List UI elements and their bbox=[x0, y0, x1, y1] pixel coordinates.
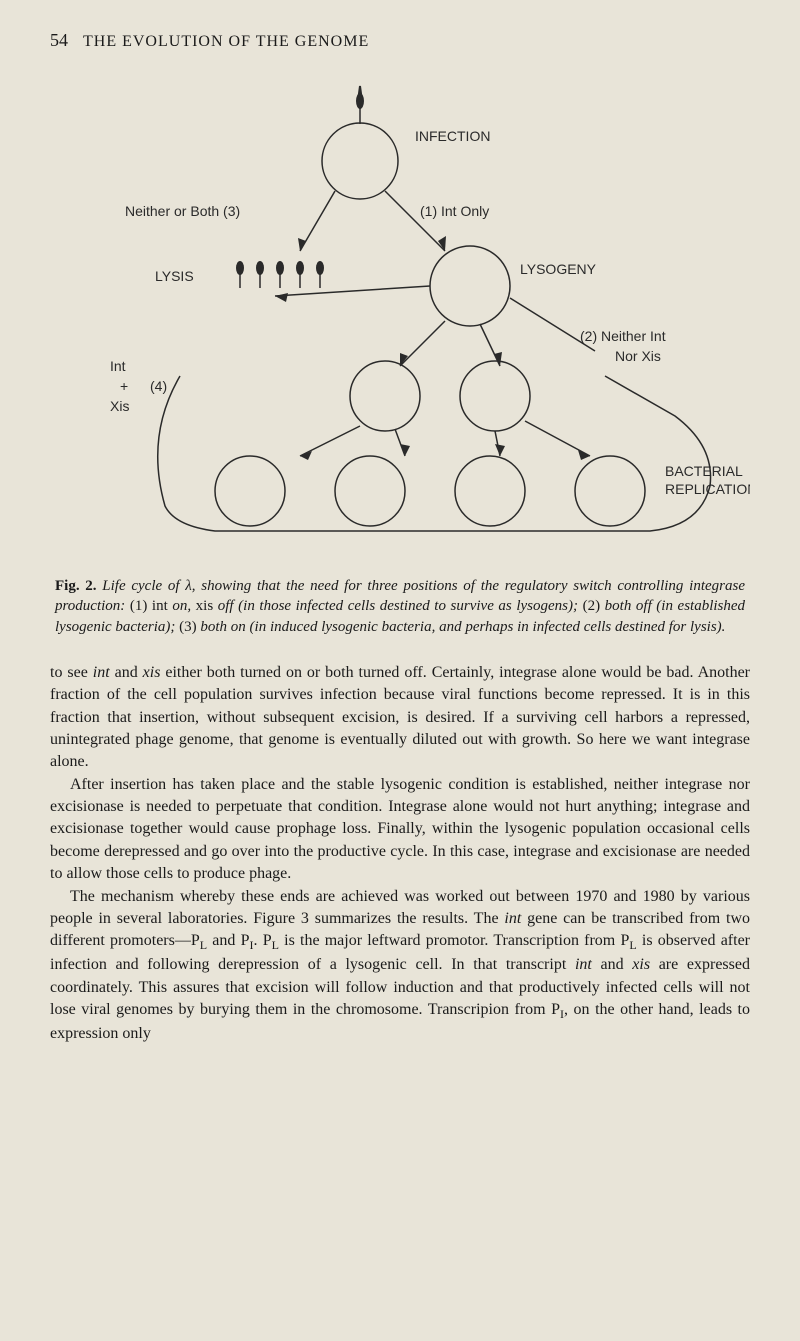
neither-int-label: (2) Neither Int bbox=[580, 328, 666, 344]
p3-t7: . P bbox=[254, 932, 272, 949]
plus-label: + bbox=[120, 378, 128, 394]
p3-t10: L bbox=[629, 939, 636, 953]
caption-p2: (1) int bbox=[130, 598, 168, 614]
p3-t13: and bbox=[592, 956, 632, 973]
xis-label: Xis bbox=[110, 398, 129, 414]
paragraph-2: After insertion has taken place and the … bbox=[50, 774, 750, 886]
int-label: Int bbox=[110, 358, 126, 374]
p3-t5: and P bbox=[207, 932, 249, 949]
figure-caption: Fig. 2. Life cycle of λ, showing that th… bbox=[50, 576, 750, 637]
p3-t2: int bbox=[504, 910, 521, 927]
page-header: 54 THE EVOLUTION OF THE GENOME bbox=[50, 30, 750, 51]
paragraph-3: The mechanism whereby these ends are ach… bbox=[50, 886, 750, 1046]
four-label: (4) bbox=[150, 378, 167, 394]
lysogeny-label: LYSOGENY bbox=[520, 261, 597, 277]
header-title: THE EVOLUTION OF THE GENOME bbox=[83, 33, 369, 51]
caption-p8: (3) bbox=[179, 619, 197, 635]
p1-t3: and bbox=[110, 664, 143, 681]
p3-t8: L bbox=[272, 939, 279, 953]
p3-t12: int bbox=[575, 956, 592, 973]
caption-p6: (2) bbox=[583, 598, 601, 614]
phage-icons bbox=[236, 261, 324, 288]
p3-t14: xis bbox=[632, 956, 650, 973]
neither-or-both-label: Neither or Both (3) bbox=[125, 203, 240, 219]
caption-p5: off (in those infected cells destined to… bbox=[218, 598, 578, 614]
caption-p4: xis bbox=[196, 598, 214, 614]
infection-label: INFECTION bbox=[415, 128, 490, 144]
nor-xis-label: Nor Xis bbox=[615, 348, 661, 364]
caption-p3: on, bbox=[172, 598, 191, 614]
caption-p9: both on (in induced lysogenic bacteria, … bbox=[200, 619, 725, 635]
p1-t1: to see bbox=[50, 664, 93, 681]
lysis-label: LYSIS bbox=[155, 268, 194, 284]
body-text: to see int and xis either both turned on… bbox=[50, 662, 750, 1046]
bacterial-label: BACTERIAL bbox=[665, 463, 743, 479]
paragraph-1: to see int and xis either both turned on… bbox=[50, 662, 750, 774]
life-cycle-diagram: INFECTION Neither or Both (3) (1) Int On… bbox=[50, 76, 750, 556]
int-only-label: (1) Int Only bbox=[420, 203, 489, 219]
fig-label: Fig. 2. bbox=[55, 578, 97, 594]
p2-t1: After insertion has taken place and the … bbox=[50, 776, 750, 883]
p1-t4: xis bbox=[143, 664, 161, 681]
p3-t9: is the major leftward promotor. Transcri… bbox=[279, 932, 629, 949]
replication-label: REPLICATION bbox=[665, 481, 750, 497]
page-number: 54 bbox=[50, 30, 68, 51]
p1-t2: int bbox=[93, 664, 110, 681]
p3-t4: L bbox=[200, 939, 207, 953]
